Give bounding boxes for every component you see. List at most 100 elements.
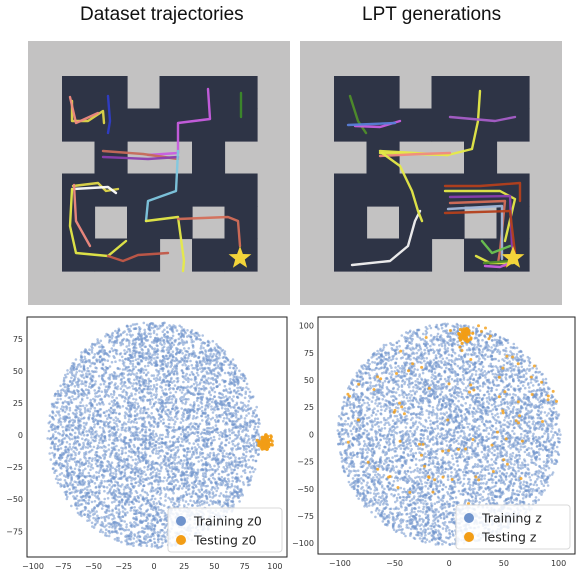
data-point (211, 447, 215, 451)
maze-cell (62, 76, 96, 110)
data-point (198, 392, 202, 395)
data-point (111, 404, 115, 407)
data-point (207, 490, 211, 493)
data-point (86, 513, 90, 516)
data-point (190, 455, 194, 458)
data-point (74, 426, 77, 429)
data-point (198, 504, 202, 507)
data-point (118, 359, 122, 362)
star-icon (228, 246, 252, 268)
data-point (198, 367, 202, 370)
trajectory-path (346, 121, 397, 127)
data-point (223, 477, 227, 480)
data-point (198, 483, 202, 486)
data-point (190, 384, 194, 388)
data-point (222, 389, 226, 392)
data-point (232, 378, 235, 381)
data-point (204, 484, 208, 488)
data-point (110, 400, 114, 403)
data-point (202, 472, 205, 475)
data-point (91, 438, 95, 442)
data-point (93, 423, 96, 426)
data-point (97, 458, 100, 462)
data-point (102, 411, 106, 414)
data-point (211, 439, 214, 442)
data-point (137, 368, 140, 372)
data-point (230, 428, 234, 432)
data-point (129, 335, 133, 338)
data-point (80, 382, 83, 386)
data-point (186, 329, 189, 332)
data-point (133, 373, 136, 376)
data-point (172, 491, 175, 495)
data-point (241, 405, 245, 408)
data-point (253, 468, 257, 471)
data-point (127, 420, 130, 424)
data-point (128, 341, 131, 345)
data-point (57, 478, 60, 481)
data-point (87, 392, 91, 395)
data-point (167, 351, 170, 355)
data-point (95, 403, 99, 406)
data-point (255, 414, 258, 418)
data-point (221, 413, 224, 416)
scatter-left-svg: −100 −75 −50 −25 0 25 50 75 100−75−50−250255075T… (6, 316, 288, 571)
data-point (195, 399, 199, 402)
data-point (140, 456, 143, 459)
data-point (167, 448, 171, 451)
data-point (197, 460, 200, 463)
data-point (111, 431, 114, 434)
data-point (228, 387, 231, 391)
data-point (227, 428, 231, 431)
data-point (58, 414, 61, 417)
data-point (171, 350, 175, 353)
data-point (103, 480, 106, 483)
data-point (217, 500, 221, 504)
data-point (178, 324, 181, 328)
data-point (72, 397, 76, 401)
data-point (125, 484, 128, 487)
data-point (77, 436, 80, 440)
data-point (140, 451, 143, 455)
data-point (84, 505, 87, 509)
data-point (79, 401, 82, 404)
data-point (156, 410, 160, 413)
data-point (146, 371, 150, 374)
data-point (103, 436, 107, 440)
data-point (113, 516, 116, 520)
data-point (187, 433, 190, 437)
data-point (222, 504, 225, 507)
data-point (186, 389, 189, 393)
data-point (97, 374, 101, 378)
data-point (243, 456, 246, 460)
data-point (226, 398, 229, 402)
data-point (128, 410, 131, 414)
data-point (127, 528, 131, 532)
data-point (200, 488, 204, 492)
data-point (125, 393, 128, 397)
data-point (74, 416, 77, 419)
data-point (111, 518, 114, 521)
data-point (113, 374, 117, 378)
data-point (91, 356, 95, 359)
data-point (108, 455, 112, 458)
data-point (98, 360, 102, 364)
data-point (167, 475, 171, 479)
data-point (227, 401, 230, 405)
data-point (160, 544, 164, 548)
data-point (67, 400, 70, 404)
data-point (86, 488, 89, 492)
data-point (211, 502, 214, 506)
data-point (98, 469, 102, 472)
data-point (146, 501, 149, 505)
data-point (80, 499, 84, 502)
data-point (109, 479, 113, 483)
data-point (135, 515, 138, 519)
data-point (171, 456, 175, 460)
data-point (114, 340, 117, 343)
data-point (228, 436, 232, 440)
data-point (129, 421, 133, 424)
data-point (135, 372, 139, 375)
data-point (152, 425, 156, 428)
data-point (104, 414, 107, 418)
